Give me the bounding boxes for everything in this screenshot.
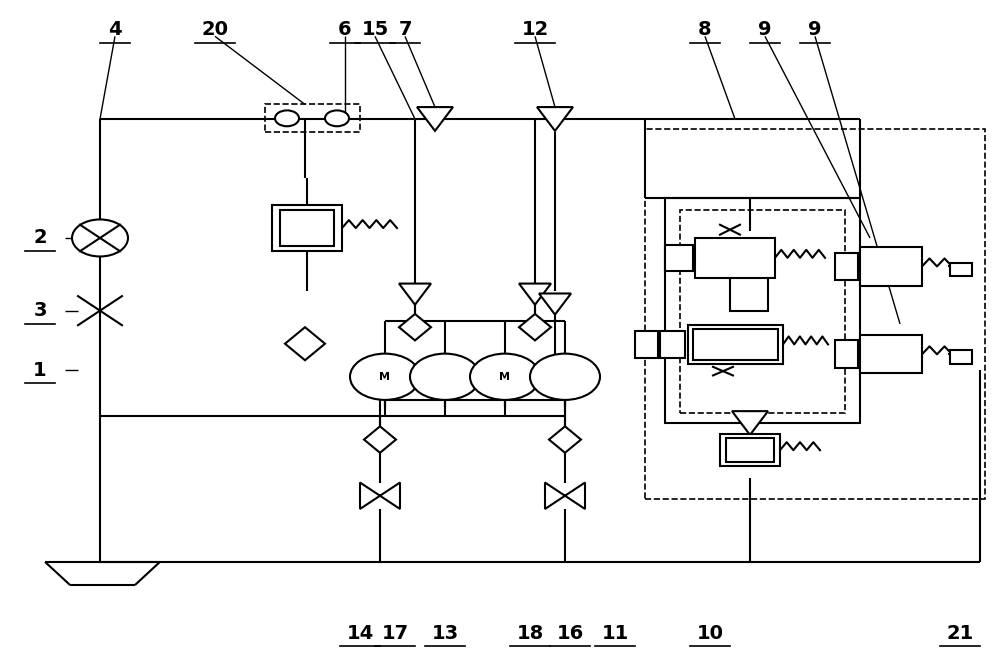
Bar <box>950 263 972 276</box>
Bar <box>665 198 860 423</box>
Bar <box>660 330 685 358</box>
Polygon shape <box>364 426 396 453</box>
Bar <box>280 210 334 246</box>
Text: 16: 16 <box>556 624 584 642</box>
Polygon shape <box>285 327 325 360</box>
Text: 12: 12 <box>521 20 549 39</box>
Bar <box>950 350 972 364</box>
Text: 13: 13 <box>431 624 459 642</box>
Circle shape <box>470 354 540 400</box>
Circle shape <box>72 219 128 256</box>
Circle shape <box>530 354 600 400</box>
Text: 15: 15 <box>361 20 389 39</box>
Polygon shape <box>399 314 431 340</box>
Bar <box>835 253 858 280</box>
Text: 14: 14 <box>346 624 374 642</box>
Bar <box>860 335 922 373</box>
Bar <box>645 129 985 499</box>
Bar <box>693 329 778 360</box>
Bar <box>695 238 775 278</box>
Text: 11: 11 <box>601 624 629 642</box>
Bar <box>665 245 693 271</box>
Text: 2: 2 <box>33 229 47 247</box>
Text: M: M <box>500 371 511 382</box>
Bar <box>635 330 658 358</box>
Text: 18: 18 <box>516 624 544 642</box>
Polygon shape <box>732 411 768 435</box>
Bar <box>272 205 342 251</box>
Circle shape <box>350 354 420 400</box>
Text: 17: 17 <box>381 624 409 642</box>
Text: 10: 10 <box>696 624 724 642</box>
Bar <box>835 340 858 368</box>
Text: 4: 4 <box>108 20 122 39</box>
Polygon shape <box>549 426 581 453</box>
Polygon shape <box>360 483 400 509</box>
Polygon shape <box>539 293 571 315</box>
Bar <box>720 434 780 466</box>
Polygon shape <box>417 107 453 131</box>
Text: 9: 9 <box>808 20 822 39</box>
Bar <box>265 104 360 132</box>
Text: 6: 6 <box>338 20 352 39</box>
Polygon shape <box>519 284 551 305</box>
Bar <box>860 247 922 286</box>
Polygon shape <box>537 107 573 131</box>
Circle shape <box>275 110 299 126</box>
Bar <box>680 210 845 413</box>
Bar <box>730 258 768 311</box>
Circle shape <box>325 110 349 126</box>
Text: 20: 20 <box>202 20 228 39</box>
Text: 7: 7 <box>398 20 412 39</box>
Text: 3: 3 <box>33 301 47 320</box>
Circle shape <box>410 354 480 400</box>
Text: 9: 9 <box>758 20 772 39</box>
Bar <box>688 325 783 364</box>
Polygon shape <box>399 284 431 305</box>
Text: M: M <box>380 371 390 382</box>
Polygon shape <box>545 483 585 509</box>
Text: 1: 1 <box>33 361 47 379</box>
Text: 21: 21 <box>946 624 974 642</box>
Bar <box>726 438 774 462</box>
Polygon shape <box>519 314 551 340</box>
Text: 8: 8 <box>698 20 712 39</box>
